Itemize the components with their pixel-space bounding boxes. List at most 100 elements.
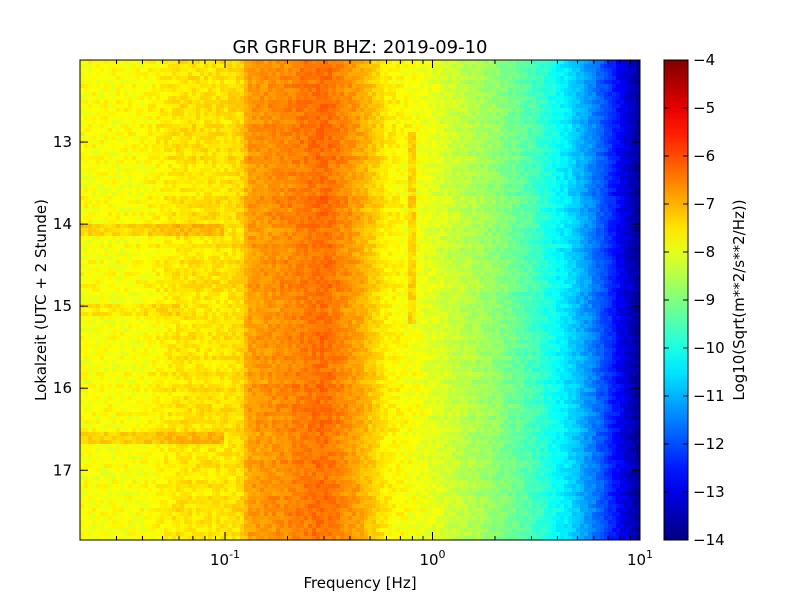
heatmap-cell — [96, 100, 101, 105]
heatmap-cell — [248, 128, 253, 133]
heatmap-cell — [356, 84, 361, 89]
heatmap-cell — [504, 64, 509, 69]
heatmap-cell — [224, 120, 229, 125]
heatmap-cell — [428, 148, 433, 153]
heatmap-cell — [360, 88, 365, 93]
heatmap-cell — [528, 124, 533, 129]
heatmap-cell — [252, 100, 257, 105]
heatmap-cell — [332, 128, 337, 133]
heatmap-cell — [588, 100, 593, 105]
heatmap-cell — [496, 152, 501, 157]
heatmap-cell — [380, 140, 385, 145]
heatmap-cell — [568, 64, 573, 69]
heatmap-cell — [636, 60, 640, 65]
heatmap-cell — [188, 96, 193, 101]
heatmap-cell — [92, 80, 97, 85]
heatmap-cell — [324, 72, 329, 77]
heatmap-cell — [360, 152, 365, 157]
heatmap-cell — [636, 160, 640, 165]
heatmap-cell — [472, 80, 477, 85]
heatmap-cell — [496, 96, 501, 101]
heatmap-cell — [180, 96, 185, 101]
heatmap-cell — [596, 76, 601, 81]
heatmap-cell — [452, 96, 457, 101]
heatmap-cell — [260, 160, 265, 165]
heatmap-cell — [464, 176, 469, 181]
heatmap-cell — [128, 124, 133, 129]
heatmap-cell — [388, 88, 393, 93]
heatmap-cell — [120, 156, 125, 161]
heatmap-cell — [256, 160, 261, 165]
heatmap-cell — [196, 156, 201, 161]
heatmap-cell — [192, 124, 197, 129]
heatmap-cell — [388, 72, 393, 77]
heatmap-cell — [252, 128, 257, 133]
heatmap-cell — [92, 160, 97, 165]
heatmap-cell — [520, 68, 525, 73]
heatmap-cell — [428, 200, 433, 205]
heatmap-cell — [636, 152, 640, 157]
heatmap-cell — [500, 116, 505, 121]
heatmap-cell — [440, 156, 445, 161]
heatmap-cell — [296, 152, 301, 157]
heatmap-cell — [100, 64, 105, 69]
heatmap-cell — [348, 100, 353, 105]
heatmap-cell — [580, 76, 585, 81]
heatmap-cell — [304, 140, 309, 145]
heatmap-cell — [84, 188, 89, 193]
heatmap-cell — [532, 120, 537, 125]
heatmap-cell — [524, 180, 529, 185]
heatmap-cell — [240, 176, 245, 181]
heatmap-cell — [120, 140, 125, 145]
heatmap-cell — [192, 116, 197, 121]
heatmap-cell — [204, 104, 209, 109]
heatmap-cell — [92, 92, 97, 97]
heatmap-cell — [352, 116, 357, 121]
heatmap-cell — [612, 180, 617, 185]
heatmap-cell — [184, 160, 189, 165]
heatmap-cell — [136, 112, 141, 117]
heatmap-cell — [492, 124, 497, 129]
heatmap-cell — [624, 120, 629, 125]
heatmap-cell — [472, 180, 477, 185]
heatmap-cell — [292, 96, 297, 101]
heatmap-cell — [84, 100, 89, 105]
heatmap-cell — [88, 68, 93, 73]
heatmap-cell — [572, 156, 577, 161]
heatmap-cell — [572, 128, 577, 133]
heatmap-cell — [560, 124, 565, 129]
heatmap-cell — [520, 180, 525, 185]
heatmap-cell — [200, 160, 205, 165]
heatmap-cell — [188, 188, 193, 193]
heatmap-cell — [204, 148, 209, 153]
heatmap-cell — [292, 92, 297, 97]
heatmap-cell — [308, 112, 313, 117]
heatmap-cell — [288, 176, 293, 181]
heatmap-cell — [116, 108, 121, 113]
heatmap-cell — [208, 144, 213, 149]
heatmap-cell — [380, 60, 385, 65]
heatmap-cell — [264, 148, 269, 153]
heatmap-cell — [184, 120, 189, 125]
heatmap-cell — [528, 104, 533, 109]
heatmap-cell — [176, 136, 181, 141]
heatmap-cell — [308, 84, 313, 89]
heatmap-cell — [112, 128, 117, 133]
heatmap-cell — [272, 144, 277, 149]
heatmap-cell — [412, 160, 417, 165]
heatmap-cell — [544, 176, 549, 181]
heatmap-cell — [208, 176, 213, 181]
heatmap-cell — [360, 60, 365, 65]
heatmap-cell — [92, 168, 97, 173]
heatmap-cell — [464, 84, 469, 89]
heatmap-cell — [552, 136, 557, 141]
heatmap-cell — [184, 132, 189, 137]
heatmap-cell — [400, 180, 405, 185]
heatmap-cell — [192, 196, 197, 201]
heatmap-cell — [588, 108, 593, 113]
heatmap-cell — [452, 112, 457, 117]
heatmap-cell — [552, 160, 557, 165]
heatmap-cell — [596, 92, 601, 97]
heatmap-cell — [348, 112, 353, 117]
heatmap-cell — [380, 152, 385, 157]
